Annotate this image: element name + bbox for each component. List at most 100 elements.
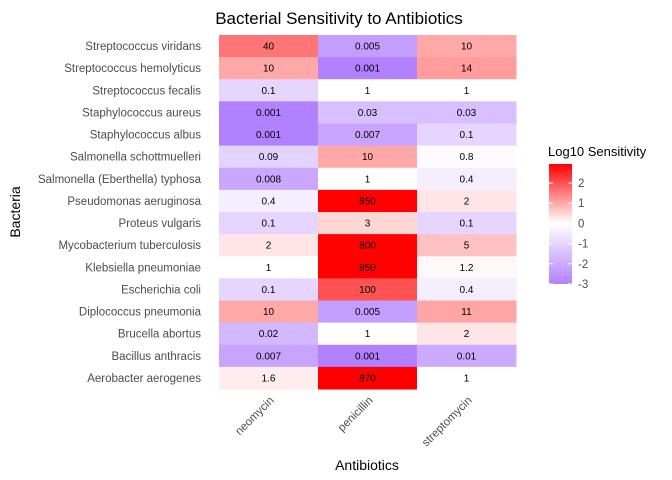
heatmap-cell	[417, 145, 517, 169]
cell-value-label: 0.005	[355, 42, 380, 53]
cell-value-label: 0.005	[355, 307, 380, 318]
cell-value-label: 0.03	[358, 108, 378, 119]
legend-tick-label: -1	[578, 239, 588, 251]
y-tick-label: Klebsiella pneumoniae	[85, 262, 201, 274]
heatmap-cell	[219, 145, 319, 169]
heatmap-cell	[219, 189, 319, 213]
cell-value-label: 850	[359, 263, 376, 274]
cell-value-label: 0.02	[259, 329, 279, 340]
cell-value-label: 1	[266, 263, 272, 274]
cell-value-label: 1	[365, 86, 371, 97]
cell-value-label: 40	[263, 42, 275, 53]
heatmap-cell	[219, 344, 319, 368]
heatmap-cell	[417, 344, 517, 368]
cell-value-label: 0.09	[259, 152, 279, 163]
cell-value-label: 5	[464, 241, 470, 252]
cell-value-label: 14	[461, 64, 473, 75]
legend-title: Log10 Sensitivity	[548, 144, 647, 159]
heatmap-cell	[219, 167, 319, 191]
heatmap-cell	[318, 300, 418, 324]
heatmap-cell	[318, 256, 418, 279]
y-tick-label: Aerobacter aerogenes	[87, 373, 201, 385]
heatmap-cell	[318, 234, 418, 257]
heatmap-cell	[318, 212, 418, 235]
cell-value-label: 0.01	[457, 351, 477, 362]
cell-value-label: 0.4	[460, 285, 474, 296]
legend-tick-label: -2	[578, 259, 588, 271]
cell-value-label: 1	[464, 86, 470, 97]
y-tick-label: Proteus vulgaris	[119, 218, 202, 230]
heatmap-cell	[219, 234, 319, 257]
cell-value-label: 1	[464, 373, 470, 384]
y-tick-label: Staphylococcus aureus	[82, 107, 201, 119]
y-tick-label: Escherichia coli	[121, 284, 201, 296]
heatmap-cell	[219, 123, 319, 147]
heatmap-cell	[219, 278, 319, 301]
cell-value-label: 1	[365, 329, 371, 340]
heatmap-cell	[318, 189, 418, 213]
x-tick-label: neomycin	[233, 395, 276, 438]
heatmap-cell	[219, 366, 319, 390]
y-tick-label: Pseudomonas aeruginosa	[67, 196, 201, 208]
chart-title: Bacterial Sensitivity to Antibiotics	[215, 9, 463, 28]
heatmap-cell	[417, 366, 517, 390]
heatmap-cell	[417, 35, 517, 58]
heatmap-cell	[318, 101, 418, 124]
heatmap-cell	[417, 101, 517, 124]
cell-value-label: 0.001	[256, 108, 281, 119]
y-tick-label: Bacillus anthracis	[112, 351, 202, 363]
y-axis-tick-labels: Streptococcus viridans Streptococcus hemo…	[38, 41, 202, 385]
cell-value-label: 3	[365, 219, 371, 230]
heatmap-cell	[318, 344, 418, 368]
y-tick-label: Brucella abortus	[118, 329, 201, 341]
y-tick-label: Mycobacterium tuberculosis	[58, 240, 201, 252]
cell-value-label: 1.2	[460, 263, 474, 274]
x-tick-label: streptomycin	[420, 395, 475, 450]
y-tick-label: Streptococcus viridans	[85, 41, 201, 53]
y-tick-label: Salmonella schottmuelleri	[70, 152, 201, 164]
y-tick-label: Diplococcus pneumonia	[79, 307, 202, 319]
heatmap-cells	[219, 35, 517, 390]
cell-value-label: 2	[464, 196, 470, 207]
heatmap-cell	[417, 57, 517, 80]
heatmap-cell	[219, 256, 319, 279]
cell-value-label: 11	[461, 307, 472, 318]
cell-value-label: 2	[266, 241, 272, 252]
cell-value-label: 100	[359, 285, 376, 296]
y-axis-title: Bacteria	[7, 186, 23, 238]
cell-value-label: 850	[359, 196, 376, 207]
cell-value-label: 0.007	[355, 130, 380, 141]
heatmap-cell	[417, 300, 517, 324]
cell-value-label: 0.03	[457, 108, 477, 119]
heatmap-cell	[417, 79, 517, 102]
cell-value-label: 0.001	[355, 351, 380, 362]
x-tick-label: penicillin	[336, 395, 376, 435]
cell-value-label: 10	[461, 42, 473, 53]
x-axis-title: Antibiotics	[335, 457, 399, 473]
cell-value-label: 0.001	[256, 130, 281, 141]
cell-value-label: 870	[359, 373, 376, 384]
heatmap-cell	[219, 57, 319, 80]
cell-value-label: 0.4	[460, 174, 474, 185]
legend-tick-label: 0	[578, 218, 584, 230]
cell-value-label: 10	[362, 152, 374, 163]
y-tick-label: Salmonella (Eberthella) typhosa	[38, 174, 202, 186]
heatmap-cell	[417, 278, 517, 301]
heatmap-cell	[219, 35, 319, 58]
heatmap-cell	[318, 123, 418, 147]
cell-value-label: 0.1	[262, 285, 276, 296]
cell-value-label: 0.1	[460, 219, 474, 230]
legend-ticks: 2 1 0 -1 -2 -3	[549, 178, 588, 291]
legend-tick-label: -3	[578, 279, 588, 291]
legend-colorbar	[549, 164, 572, 284]
heatmap-cell	[219, 212, 319, 235]
heatmap-cell	[417, 167, 517, 191]
heatmap-cell	[318, 145, 418, 169]
heatmap-cell	[219, 322, 319, 346]
heatmap-cell	[417, 189, 517, 213]
cell-value-label: 1	[365, 174, 371, 185]
cell-value-label: 800	[359, 241, 376, 252]
heatmap-cell	[318, 366, 418, 390]
